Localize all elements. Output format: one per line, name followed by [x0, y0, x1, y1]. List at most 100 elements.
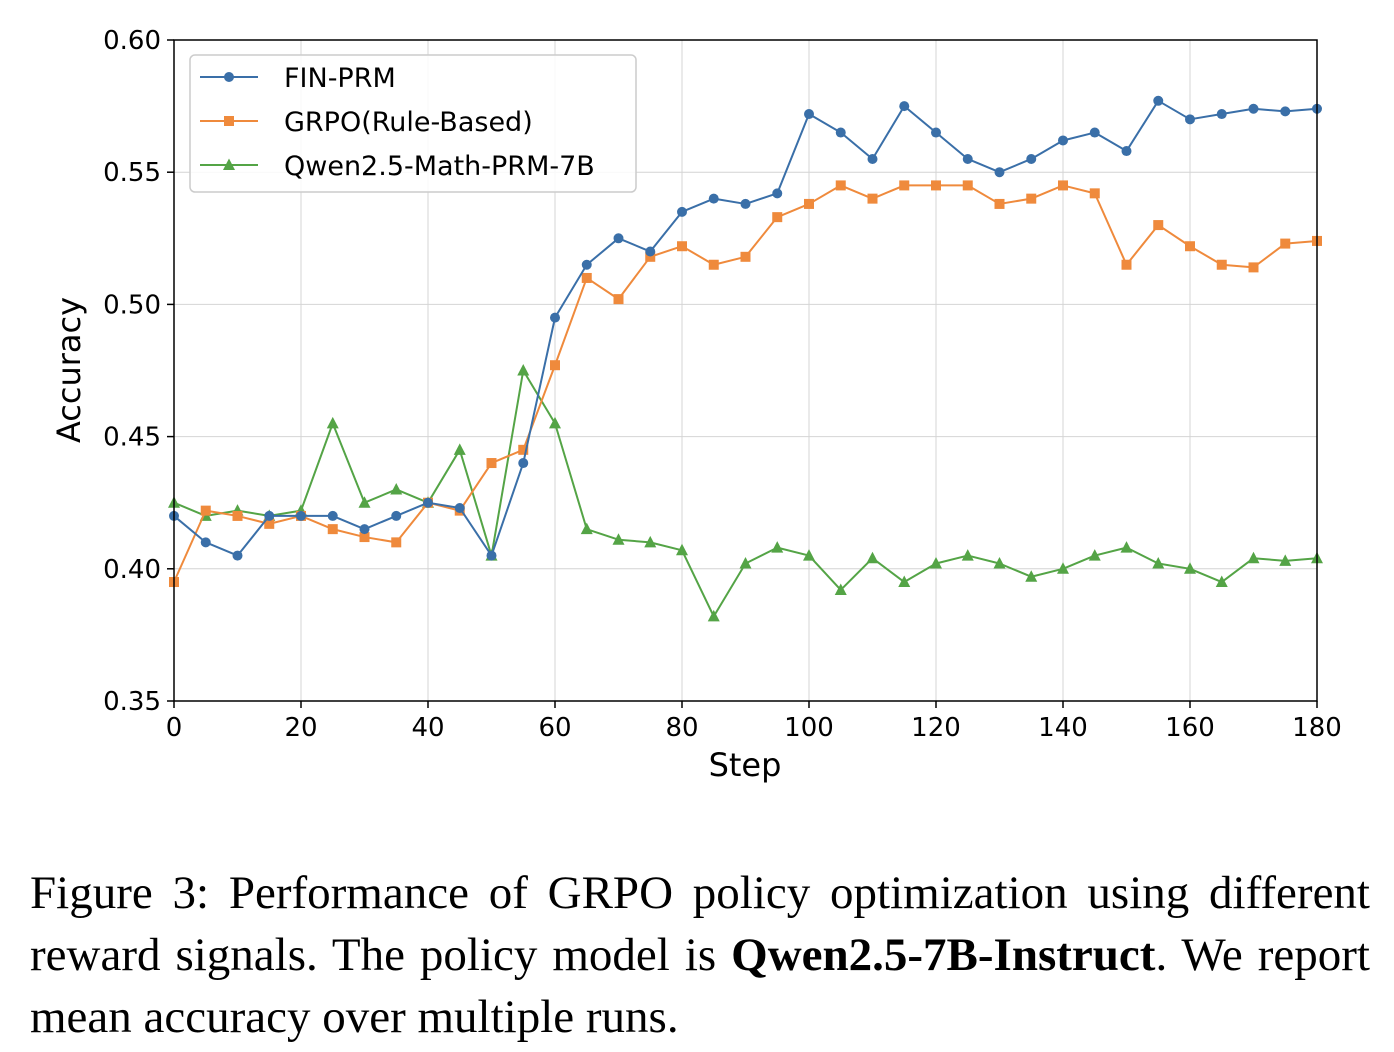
- legend-item-grpo-rule-based: GRPO(Rule-Based): [200, 107, 533, 138]
- data-point-grpo-rule-based: [994, 198, 1005, 209]
- y-tick-label: 0.35: [103, 687, 161, 717]
- data-point-fin-prm: [1216, 109, 1227, 120]
- data-point-grpo-rule-based: [264, 518, 275, 529]
- data-point-grpo-rule-based: [486, 458, 497, 469]
- data-point-grpo-rule-based: [1089, 188, 1100, 199]
- data-point-fin-prm: [740, 198, 751, 209]
- data-point-grpo-rule-based: [518, 444, 529, 455]
- data-point-qwen2-5-math-prm-7b: [1057, 562, 1069, 574]
- data-point-qwen2-5-math-prm-7b: [834, 583, 847, 595]
- data-point-fin-prm: [581, 259, 592, 270]
- data-point-fin-prm: [1089, 127, 1100, 138]
- data-point-fin-prm: [645, 246, 656, 257]
- y-tick-label: 0.45: [103, 423, 161, 453]
- data-point-grpo-rule-based: [232, 510, 243, 521]
- data-point-qwen2-5-math-prm-7b: [898, 575, 911, 588]
- data-point-qwen2-5-math-prm-7b: [644, 535, 657, 548]
- data-point-fin-prm: [994, 167, 1005, 178]
- y-tick-label: 0.50: [103, 290, 161, 320]
- series-grpo-rule-based: [169, 180, 1322, 588]
- data-point-grpo-rule-based: [581, 272, 592, 283]
- data-point-qwen2-5-math-prm-7b: [326, 416, 339, 429]
- data-point-fin-prm: [518, 458, 529, 469]
- data-point-grpo-rule-based: [327, 524, 338, 535]
- y-tick-label: 0.55: [103, 158, 161, 188]
- data-point-qwen2-5-math-prm-7b: [1025, 570, 1038, 582]
- data-point-grpo-rule-based: [677, 241, 687, 252]
- data-point-qwen2-5-math-prm-7b: [453, 443, 466, 455]
- data-point-fin-prm: [327, 510, 338, 521]
- x-tick-label: 80: [665, 713, 698, 743]
- data-point-grpo-rule-based: [1058, 180, 1068, 191]
- data-point-fin-prm: [1153, 95, 1164, 106]
- data-point-grpo-rule-based: [804, 198, 814, 209]
- data-point-grpo-rule-based: [1121, 259, 1132, 270]
- data-point-grpo-rule-based: [899, 180, 910, 191]
- data-point-fin-prm: [1026, 153, 1037, 164]
- y-axis-label: Accuracy: [50, 297, 88, 443]
- data-point-fin-prm: [423, 497, 433, 508]
- data-point-qwen2-5-math-prm-7b: [549, 416, 561, 429]
- data-point-fin-prm: [296, 510, 306, 521]
- data-point-grpo-rule-based: [359, 532, 370, 543]
- x-tick-label: 180: [1292, 713, 1342, 743]
- data-point-fin-prm: [867, 153, 878, 164]
- y-axis-ticks: 0.35 0.40 0.45 0.50 0.55 0.60: [103, 26, 174, 717]
- x-tick-label: 160: [1165, 713, 1215, 743]
- legend-label: FIN-PRM: [284, 63, 396, 94]
- data-point-grpo-rule-based: [1185, 241, 1195, 252]
- legend: FIN-PRM GRPO(Rule-Based) Qwen2.5-Math-PRM-…: [189, 54, 637, 193]
- x-tick-label: 120: [911, 713, 961, 743]
- data-point-fin-prm: [931, 127, 941, 138]
- legend-marker: [224, 116, 234, 126]
- data-point-fin-prm: [708, 193, 719, 204]
- data-point-fin-prm: [454, 502, 465, 513]
- data-point-qwen2-5-math-prm-7b: [961, 549, 974, 561]
- data-point-fin-prm: [391, 510, 402, 521]
- data-point-grpo-rule-based: [1153, 220, 1164, 231]
- data-point-grpo-rule-based: [1248, 262, 1259, 273]
- data-point-fin-prm: [677, 206, 687, 217]
- series-layer: [168, 95, 1323, 622]
- caption-model-name: Qwen2.5-7B-Instruct: [731, 929, 1156, 981]
- series-line-grpo-rule-based: [173, 184, 1318, 583]
- data-point-qwen2-5-math-prm-7b: [1279, 554, 1292, 566]
- data-point-qwen2-5-math-prm-7b: [866, 551, 879, 564]
- data-point-fin-prm: [1058, 135, 1068, 146]
- data-point-fin-prm: [232, 550, 243, 561]
- data-point-grpo-rule-based: [835, 180, 846, 191]
- data-point-fin-prm: [835, 127, 846, 138]
- data-point-fin-prm: [1280, 106, 1291, 117]
- data-point-fin-prm: [1248, 103, 1259, 114]
- x-tick-label: 40: [411, 713, 444, 743]
- data-point-grpo-rule-based: [772, 212, 783, 223]
- data-point-qwen2-5-math-prm-7b: [1215, 575, 1228, 588]
- x-tick-label: 0: [166, 713, 183, 743]
- data-point-qwen2-5-math-prm-7b: [580, 522, 593, 535]
- series-qwen2-5-math-prm-7b: [168, 364, 1323, 622]
- data-point-qwen2-5-math-prm-7b: [1120, 541, 1133, 553]
- data-point-grpo-rule-based: [1216, 259, 1227, 270]
- data-point-fin-prm: [359, 524, 370, 535]
- data-point-qwen2-5-math-prm-7b: [1088, 549, 1101, 561]
- data-point-fin-prm: [264, 510, 275, 521]
- data-point-fin-prm: [486, 550, 497, 561]
- data-point-grpo-rule-based: [867, 193, 878, 204]
- data-point-grpo-rule-based: [613, 294, 624, 305]
- data-point-qwen2-5-math-prm-7b: [358, 496, 371, 508]
- x-axis-label: Step: [709, 746, 782, 784]
- x-tick-label: 60: [538, 713, 571, 743]
- data-point-fin-prm: [772, 188, 783, 199]
- y-tick-label: 0.60: [103, 26, 161, 56]
- data-point-qwen2-5-math-prm-7b: [1184, 562, 1196, 574]
- data-point-grpo-rule-based: [1026, 193, 1037, 204]
- x-tick-label: 20: [284, 713, 317, 743]
- data-point-fin-prm: [899, 101, 910, 112]
- legend-label: GRPO(Rule-Based): [284, 107, 533, 138]
- data-point-fin-prm: [1121, 146, 1132, 157]
- line-chart: 0 20 40 60 80 100 120 140 160 180 0.35 0.40 0.45 0.5…: [50, 26, 1342, 784]
- data-point-grpo-rule-based: [931, 180, 941, 191]
- legend-frame: [189, 54, 637, 193]
- data-point-grpo-rule-based: [200, 505, 211, 516]
- data-point-fin-prm: [613, 233, 624, 244]
